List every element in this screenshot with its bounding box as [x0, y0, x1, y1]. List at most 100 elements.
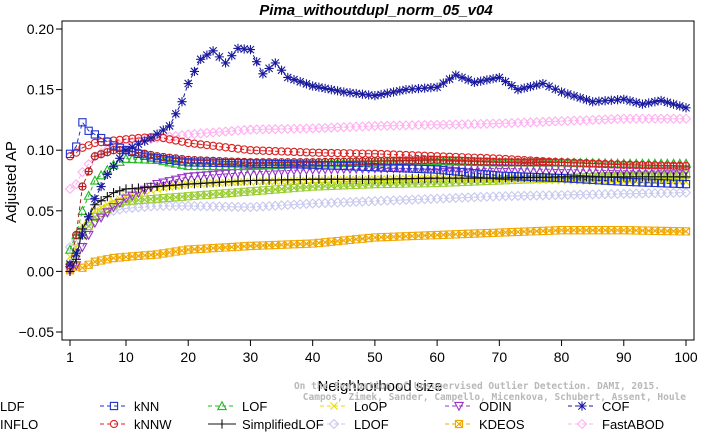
- data-point-cof: [544, 81, 554, 91]
- y-tick-label: 0.05: [27, 203, 54, 219]
- data-point-loop: [103, 200, 112, 209]
- data-point-odin: [120, 194, 132, 205]
- data-point-cof: [575, 93, 585, 103]
- data-point-cof: [345, 88, 355, 98]
- data-point-knn: [258, 159, 268, 168]
- data-point-knnw: [240, 145, 249, 154]
- legend-marker-knnw: [109, 419, 119, 429]
- data-point-cof: [258, 69, 268, 79]
- data-point-knnw: [557, 158, 566, 167]
- data-point-cof: [158, 125, 168, 135]
- legend-marker-knn: [109, 401, 119, 411]
- data-point-cof: [326, 85, 336, 95]
- plot-area: 1 10 20 30 40 50 60 70 80 90 100 −0.05 0.00 0.05 0.10 0…: [19, 20, 698, 365]
- data-point-cof: [519, 83, 529, 93]
- chart-title: Pima_withoutdupl_norm_05_v04: [259, 2, 493, 19]
- data-point-cof: [482, 75, 492, 85]
- data-point-cof: [227, 51, 237, 61]
- data-point-cof: [314, 82, 324, 92]
- data-point-knnw: [445, 152, 454, 161]
- data-point-knnw: [669, 161, 678, 170]
- data-point-cof: [556, 87, 567, 97]
- legend-item-kdeos: KDEOS: [445, 417, 525, 432]
- data-point-cof: [631, 97, 641, 108]
- data-point-odin: [102, 208, 113, 218]
- data-point-knnw: [439, 152, 448, 161]
- data-point-cof: [637, 99, 648, 109]
- data-point-cof: [276, 65, 287, 75]
- data-point-cof: [233, 43, 243, 53]
- data-point-knnw: [464, 153, 473, 162]
- data-point-knnw: [569, 158, 579, 167]
- data-point-knn: [202, 158, 212, 167]
- data-point-cof: [438, 78, 448, 88]
- data-point-knnw: [675, 161, 684, 170]
- data-point-ldof: [71, 235, 82, 247]
- data-point-lof: [382, 156, 393, 167]
- data-point-knnw: [451, 152, 460, 162]
- data-point-knnw: [196, 140, 205, 149]
- data-point-lof: [357, 157, 368, 167]
- data-point-knnw: [389, 150, 398, 159]
- data-point-cof: [463, 75, 473, 85]
- data-point-knn: [395, 163, 404, 173]
- data-point-knnw: [121, 135, 131, 144]
- data-point-knn: [72, 142, 81, 151]
- data-point-cof: [532, 80, 542, 90]
- data-point-odin: [214, 170, 225, 180]
- data-point-cof: [283, 72, 293, 83]
- data-point-cof: [644, 98, 654, 108]
- data-point-cof: [133, 139, 144, 149]
- data-point-knnw: [513, 155, 523, 164]
- data-point-odin: [201, 171, 213, 181]
- data-point-knnw: [296, 147, 305, 157]
- data-point-knnw: [339, 149, 348, 158]
- data-point-simplifiedlof: [108, 188, 119, 198]
- data-point-knnw: [644, 161, 653, 170]
- data-point-knnw: [308, 148, 317, 157]
- data-point-odin: [288, 166, 300, 176]
- legend-item-simplifiedlof: SimplifiedLOF: [208, 417, 324, 432]
- data-point-cof: [569, 91, 579, 101]
- data-point-odin: [245, 167, 256, 178]
- legend: kNN kNNW LOF SimplifiedLOF LoOP LDOF ODIN KDEOS…: [0, 399, 664, 432]
- data-point-cof: [432, 82, 442, 92]
- data-point-cof: [382, 88, 392, 98]
- data-point-knn: [246, 159, 255, 168]
- data-point-knnw: [252, 146, 261, 155]
- data-point-knnw: [320, 148, 330, 158]
- data-point-knnw: [364, 149, 373, 158]
- data-point-knnw: [190, 139, 199, 148]
- data-point-cof: [476, 76, 486, 86]
- data-point-cof: [668, 99, 679, 109]
- data-point-lof: [375, 156, 387, 167]
- data-point-knnw: [526, 156, 535, 165]
- data-point-cof: [140, 136, 150, 146]
- data-point-cof: [208, 46, 218, 56]
- data-point-cof: [351, 88, 361, 99]
- data-point-knnw: [470, 153, 479, 162]
- data-point-cof: [507, 80, 517, 91]
- data-point-cof: [538, 78, 548, 89]
- data-point-odin: [251, 167, 262, 178]
- data-point-knnw: [264, 146, 274, 156]
- data-point-knn: [358, 162, 367, 171]
- series-cof: [65, 43, 691, 269]
- legend-item-inflo: INFLO: [0, 417, 38, 432]
- data-point-knn: [314, 160, 324, 170]
- data-point-knn: [159, 154, 168, 164]
- data-point-knnw: [625, 160, 635, 170]
- data-point-knn: [65, 149, 75, 158]
- data-point-cof: [681, 103, 691, 113]
- data-point-cof: [612, 95, 623, 105]
- legend-item-odin: ODIN: [445, 399, 512, 414]
- data-point-knn: [264, 159, 274, 169]
- data-point-knnw: [370, 149, 380, 158]
- data-point-cof: [525, 81, 536, 92]
- data-point-cof: [202, 50, 212, 60]
- data-point-knnw: [72, 148, 81, 157]
- data-point-knnw: [221, 143, 230, 152]
- data-point-knnw: [414, 151, 423, 160]
- data-point-knn: [289, 160, 299, 169]
- data-point-knnw: [128, 134, 137, 143]
